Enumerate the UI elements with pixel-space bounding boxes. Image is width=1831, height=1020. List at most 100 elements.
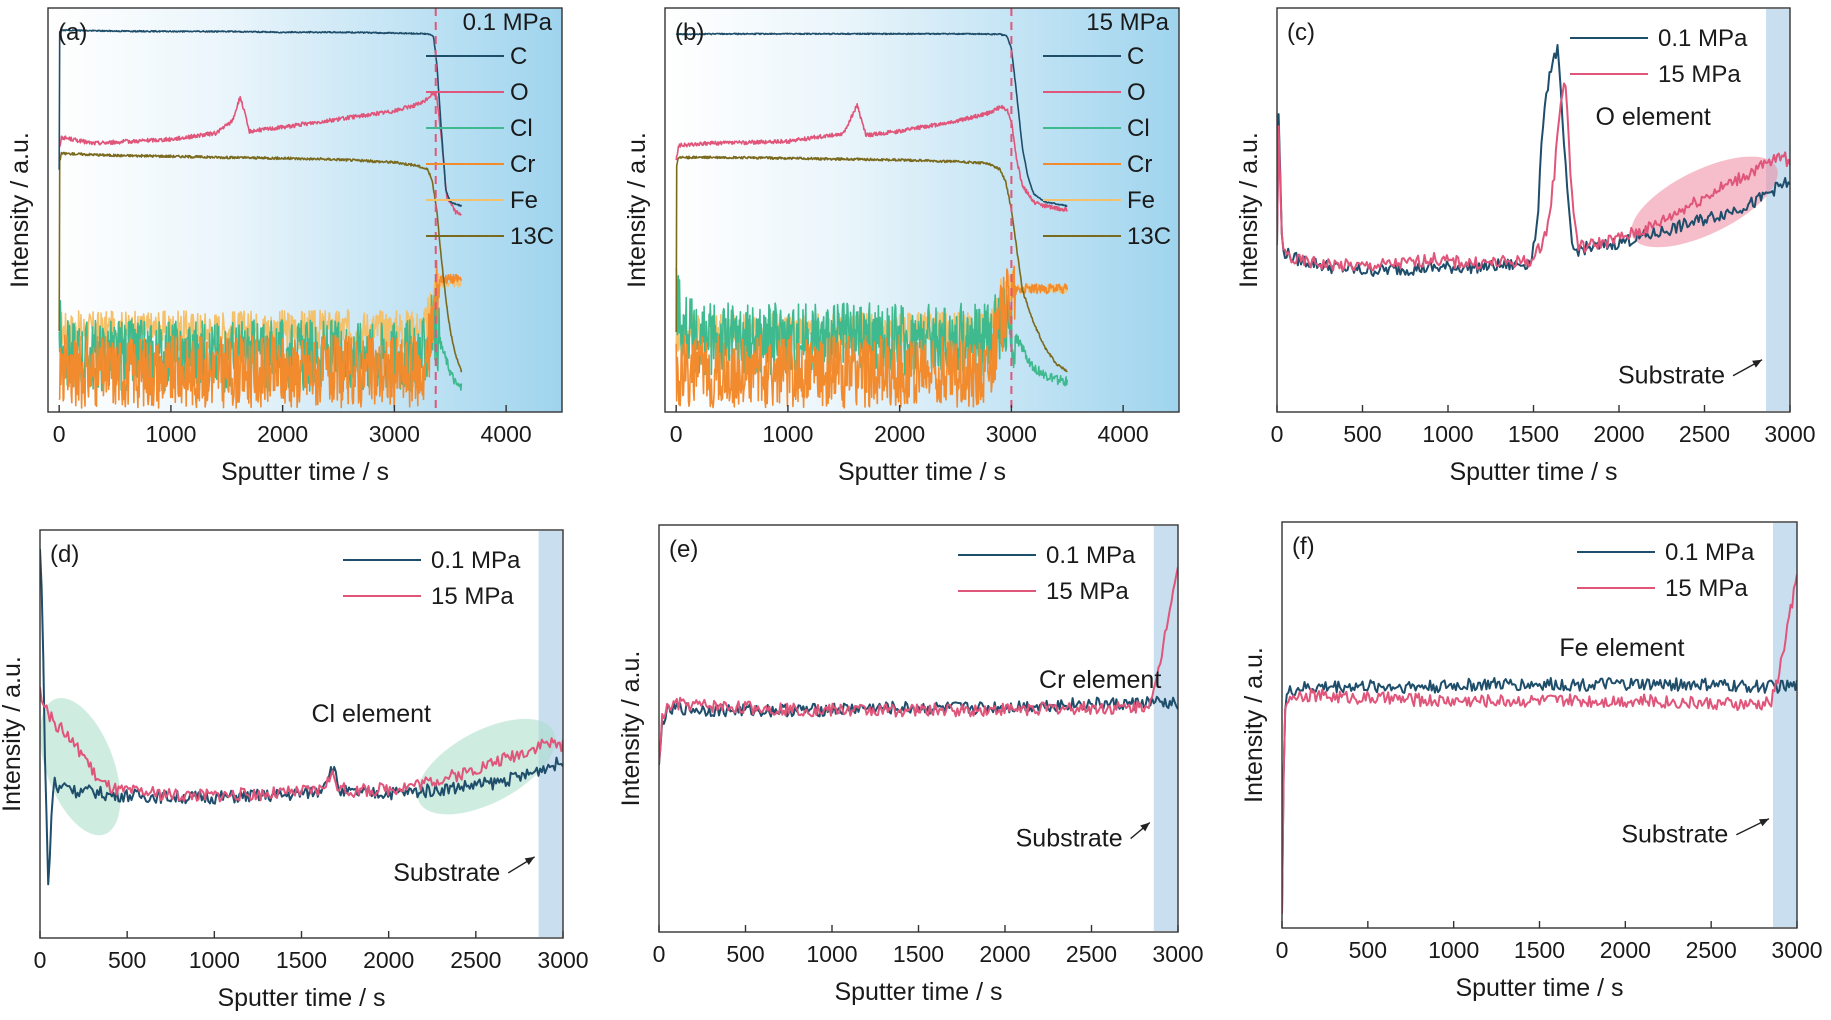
series-lines <box>1282 574 1797 915</box>
legend: 0.1 MPa CO Cl Cr Fe 13C <box>426 9 554 250</box>
element-annotation: Cr element <box>1039 666 1161 694</box>
x-tick-label: 4000 <box>1098 421 1149 447</box>
y-axis-label: Intensity / a.u. <box>0 656 26 812</box>
highlight-ellipses <box>1631 156 1778 248</box>
x-tick-label: 0 <box>53 421 66 447</box>
cl-early-highlight <box>39 697 121 836</box>
x-axis-label: Sputter time / s <box>834 978 1002 1006</box>
legend: 0.1 MPa 15 MPa <box>958 542 1136 605</box>
x-axis-label: Sputter time / s <box>1449 458 1617 486</box>
legend-label: 15 MPa <box>1665 575 1748 602</box>
x-tick-label: 2500 <box>1686 937 1737 963</box>
pressure-label: 15 MPa <box>1086 9 1169 36</box>
highlight-ellipses <box>39 697 556 836</box>
x-tick-label: 0 <box>34 947 47 973</box>
x-tick-label: 2500 <box>1066 941 1117 967</box>
substrate-region <box>1772 523 1797 927</box>
series-line-Cr <box>675 265 1069 409</box>
chart-panel-6: 0 500 1000 1500 2000 2500 3000 Sputter time / s… <box>1240 521 1823 1002</box>
x-axis-label: Sputter time / s <box>1455 974 1623 1002</box>
panel-label: (e) <box>669 536 698 563</box>
o-element-highlight <box>1631 156 1778 248</box>
x-tick-label: 3000 <box>1152 941 1203 967</box>
element-annotation: O element <box>1596 103 1711 131</box>
series-line-13C <box>675 155 1068 373</box>
legend-label: 13C <box>1127 223 1171 250</box>
substrate-annotation: Substrate <box>1016 825 1123 853</box>
element-annotation: Fe element <box>1559 634 1684 662</box>
series-lines <box>659 566 1178 765</box>
plot-frame <box>47 7 563 413</box>
legend-label: O <box>510 79 529 106</box>
x-tick-label: 1500 <box>1508 421 1559 447</box>
x-tick-label: 1000 <box>762 421 813 447</box>
legend-label: Fe <box>1127 187 1155 214</box>
x-tick-label: 2000 <box>257 421 308 447</box>
substrate-region <box>1766 9 1790 411</box>
series-line-01MPa <box>659 695 1178 765</box>
chart-panel-3: 0 500 1000 1500 2000 2500 3000 Sputter time / s… <box>1235 7 1816 486</box>
y-axis-label: Intensity / a.u. <box>623 132 651 288</box>
x-tick-label: 1000 <box>806 941 857 967</box>
legend-label: Cl <box>1127 115 1150 142</box>
x-tick-label: 0 <box>1276 937 1289 963</box>
legend-label: 13C <box>510 223 554 250</box>
x-tick-label: 3000 <box>369 421 420 447</box>
x-tick-label: 1000 <box>1428 937 1479 963</box>
substrate-region <box>1153 526 1178 931</box>
x-tick-label: 1500 <box>1514 937 1565 963</box>
legend-label: 0.1 MPa <box>1046 542 1136 569</box>
legend-label: 15 MPa <box>431 583 514 610</box>
panel-label: (d) <box>50 541 79 568</box>
legend-label: 15 MPa <box>1658 61 1741 88</box>
x-tick-label: 2500 <box>450 947 501 973</box>
series-lines <box>58 28 463 409</box>
legend: 0.1 MPa 15 MPa <box>1577 539 1755 602</box>
legend-label: Cr <box>1127 151 1152 178</box>
x-tick-label: 2000 <box>1593 421 1644 447</box>
chart-panel-2: 0 1000 2000 3000 4000 Sputter time / s Intensi… <box>623 7 1180 486</box>
x-tick-label: 2000 <box>363 947 414 973</box>
legend-label: Cl <box>510 115 533 142</box>
x-tick-label: 2000 <box>979 941 1030 967</box>
chart-panel-1: 0 1000 2000 3000 4000 Sputter time / s Intensi… <box>6 7 563 486</box>
series-line-Cr <box>58 259 463 409</box>
x-tick-label: 3000 <box>1771 937 1822 963</box>
x-tick-label: 1000 <box>1422 421 1473 447</box>
legend-label: 0.1 MPa <box>1658 25 1748 52</box>
x-tick-label: 3000 <box>537 947 588 973</box>
series-line-01MPa <box>1277 44 1790 277</box>
chart-panel-5: 0 500 1000 1500 2000 2500 3000 Sputter time / s… <box>617 524 1204 1006</box>
x-axis-label: Sputter time / s <box>217 984 385 1012</box>
series-line-C <box>675 32 1068 208</box>
x-tick-label: 500 <box>726 941 764 967</box>
x-tick-label: 0 <box>670 421 683 447</box>
legend: 15 MPa CO Cl Cr Fe 13C <box>1043 9 1171 250</box>
x-tick-label: 2500 <box>1679 421 1730 447</box>
y-axis-label: Intensity / a.u. <box>617 651 645 807</box>
x-tick-label: 1000 <box>145 421 196 447</box>
x-tick-label: 3000 <box>986 421 1037 447</box>
legend: 0.1 MPa 15 MPa <box>1570 25 1748 88</box>
substrate-annotation: Substrate <box>1618 362 1725 390</box>
substrate-arrow-head <box>524 856 535 865</box>
series-lines <box>1277 44 1790 277</box>
legend-label: 0.1 MPa <box>1665 539 1755 566</box>
panel-label: (c) <box>1287 19 1315 46</box>
x-tick-label: 1500 <box>893 941 944 967</box>
substrate-annotation: Substrate <box>393 859 500 887</box>
x-tick-label: 3000 <box>1764 421 1815 447</box>
series-lines <box>40 549 563 886</box>
x-tick-label: 1000 <box>189 947 240 973</box>
x-tick-label: 2000 <box>874 421 925 447</box>
chart-panel-4: 0 500 1000 1500 2000 2500 3000 Sputter time / s… <box>0 529 589 1012</box>
x-tick-label: 500 <box>1349 937 1387 963</box>
series-line-C <box>58 28 463 207</box>
x-axis-label: Sputter time / s <box>838 458 1006 486</box>
substrate-annotation: Substrate <box>1621 821 1728 849</box>
y-axis-label: Intensity / a.u. <box>6 132 34 288</box>
series-line-15MPa <box>40 687 563 803</box>
legend-label: Cr <box>510 151 535 178</box>
plot-frame <box>664 7 1180 413</box>
series-lines <box>675 32 1069 409</box>
